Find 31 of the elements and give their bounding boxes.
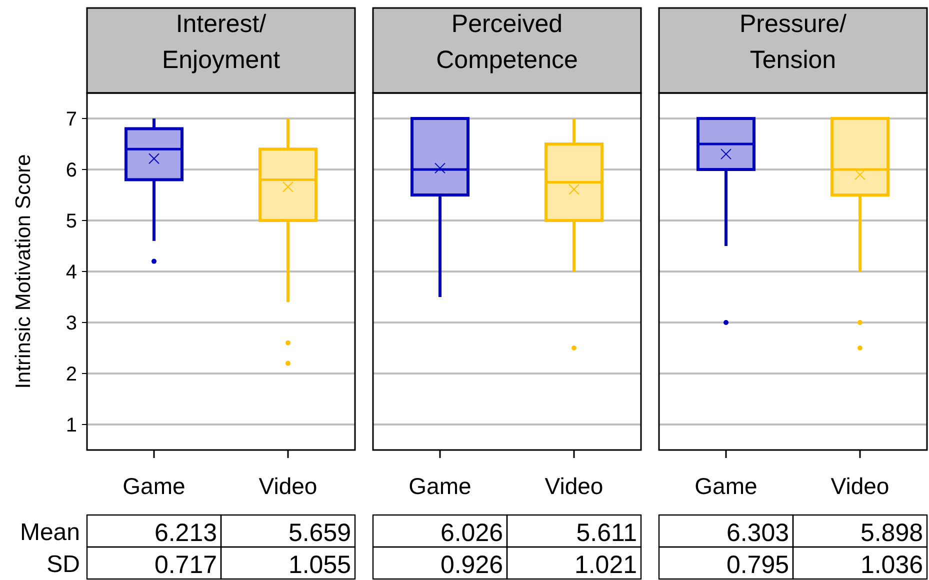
- text: 5.898: [860, 519, 923, 547]
- x-tick-label: Game: [694, 473, 758, 499]
- text: 5.611: [576, 519, 637, 547]
- y-tick-label: 2: [66, 364, 77, 386]
- y-tick-label: 3: [66, 312, 77, 334]
- x-tick-label: Video: [258, 473, 318, 499]
- text: 0.795: [726, 551, 789, 579]
- x-tick-label: Video: [830, 473, 890, 499]
- y-tick-label: 1: [66, 414, 77, 436]
- text: 5.659: [288, 519, 351, 547]
- text: 6.213: [154, 519, 217, 547]
- text: 0.717: [154, 551, 217, 579]
- text: 1.021: [574, 551, 637, 579]
- text: 0.926: [440, 551, 503, 579]
- y-tick-label: 6: [66, 160, 77, 182]
- x-tick-label: Video: [544, 473, 604, 499]
- text: Mean: [20, 519, 80, 546]
- text: 1.055: [288, 551, 351, 579]
- y-tick-label: 4: [66, 262, 77, 284]
- text: SD: [46, 551, 80, 578]
- chart-title: Pressure/ Tension: [740, 10, 847, 74]
- text: 6.303: [726, 519, 789, 547]
- y-tick-label: 7: [66, 108, 77, 130]
- x-tick-label: Game: [122, 473, 186, 499]
- x-tick-label: Game: [408, 473, 472, 499]
- y-tick-label: 5: [66, 210, 77, 232]
- chart-title: Interest/ Enjoyment: [162, 10, 280, 74]
- chart-title: Perceived Competence: [436, 10, 578, 74]
- text: 6.026: [440, 519, 503, 547]
- y-axis-title: Intrinsic Motivation Score: [12, 154, 35, 389]
- text: 1.036: [860, 551, 923, 579]
